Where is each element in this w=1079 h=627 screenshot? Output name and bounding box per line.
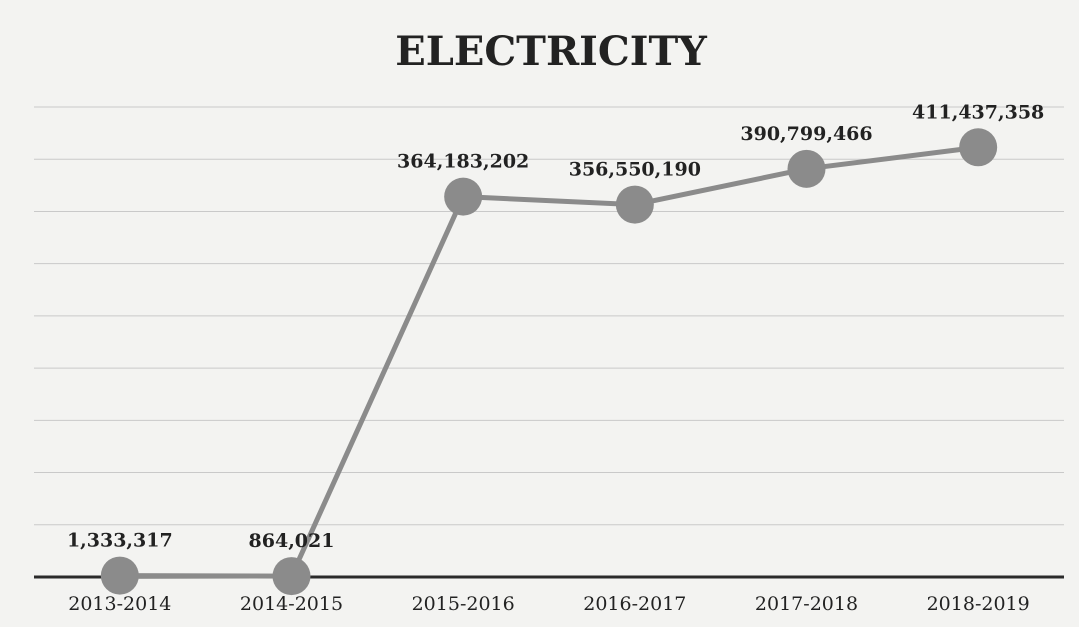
marker bbox=[272, 557, 311, 596]
x-tick-label: 2014-2015 bbox=[240, 593, 343, 615]
marker bbox=[959, 128, 998, 167]
data-label: 356,550,190 bbox=[569, 159, 701, 181]
x-tick-label: 2015-2016 bbox=[412, 593, 515, 615]
data-label: 390,799,466 bbox=[740, 123, 872, 145]
marker bbox=[615, 185, 654, 224]
data-label: 411,437,358 bbox=[912, 101, 1044, 123]
x-tick-label: 2016-2017 bbox=[583, 593, 686, 615]
data-label: 364,183,202 bbox=[397, 151, 529, 173]
marker bbox=[787, 149, 826, 188]
marker bbox=[444, 177, 483, 216]
x-tick-label: 2013-2014 bbox=[68, 593, 171, 615]
data-label: 1,333,317 bbox=[67, 530, 173, 552]
data-label: 864,021 bbox=[249, 530, 335, 552]
marker bbox=[100, 556, 139, 595]
chart-title: ELECTRICITY bbox=[395, 28, 707, 75]
x-tick-label: 2018-2019 bbox=[927, 593, 1030, 615]
line bbox=[119, 144, 979, 579]
x-tick-label: 2017-2018 bbox=[755, 593, 858, 615]
